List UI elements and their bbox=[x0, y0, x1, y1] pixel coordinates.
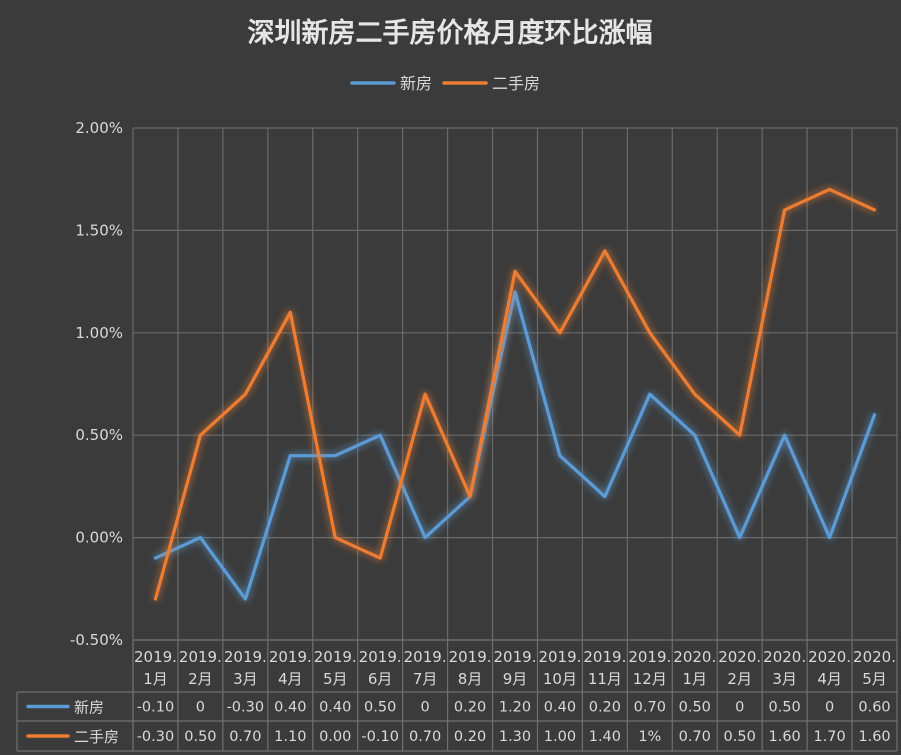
x-tick-label: 3月 bbox=[233, 670, 258, 688]
series-line-new-homes bbox=[153, 290, 877, 601]
x-tick-label: 2019. bbox=[449, 648, 492, 666]
data-label: 1.40 bbox=[589, 729, 621, 745]
x-tick-label: 2020. bbox=[718, 648, 761, 666]
data-label: 1.20 bbox=[499, 700, 531, 716]
data-label: 0.50 bbox=[364, 700, 396, 716]
data-label: 0.20 bbox=[454, 729, 486, 745]
data-label: 1.60 bbox=[768, 729, 800, 745]
data-label: 0.20 bbox=[589, 700, 621, 716]
x-tick-label: 2月 bbox=[727, 670, 752, 688]
y-tick-label: -0.50% bbox=[70, 631, 123, 649]
data-label: 0.50 bbox=[679, 700, 711, 716]
data-table: 2019. 1月 2019. 2月 2019. 3月 2019. 4月 2019. 5月 2019.… bbox=[16, 639, 898, 752]
y-axis: 2.00% 1.50% 1.00% 0.50% 0.00% -0.50% bbox=[70, 119, 123, 649]
data-label: 0 bbox=[735, 700, 744, 716]
data-label: 0.70 bbox=[679, 729, 711, 745]
x-tick-label: 7月 bbox=[413, 670, 438, 688]
x-tick-label: 2019. bbox=[359, 648, 402, 666]
data-label: 0.60 bbox=[858, 700, 890, 716]
x-tick-label: 2019. bbox=[314, 648, 357, 666]
data-label: 0 bbox=[196, 700, 205, 716]
data-label: 0.00 bbox=[319, 729, 351, 745]
chart-title: 深圳新房二手房价格月度环比涨幅 bbox=[248, 17, 653, 49]
x-tick-label: 2020. bbox=[853, 648, 896, 666]
x-tick-label: 2020. bbox=[673, 648, 716, 666]
data-label: -0.10 bbox=[361, 729, 399, 745]
x-tick-label: 2019. bbox=[224, 648, 267, 666]
x-tick-label: 2月 bbox=[188, 670, 213, 688]
x-tick-label: 12月 bbox=[633, 670, 667, 688]
y-tick-label: 1.00% bbox=[75, 324, 123, 342]
data-label: 1.00 bbox=[544, 729, 576, 745]
legend-label: 二手房 bbox=[492, 74, 540, 93]
data-label: 0 bbox=[825, 700, 834, 716]
x-tick-label: 5月 bbox=[862, 670, 887, 688]
table-series-label: 二手房 bbox=[74, 728, 119, 746]
data-label: 0.50 bbox=[768, 700, 800, 716]
x-tick-label: 1月 bbox=[682, 670, 707, 688]
x-tick-label: 10月 bbox=[543, 670, 577, 688]
series-lines bbox=[153, 187, 877, 601]
grid-lines bbox=[132, 127, 898, 641]
y-tick-label: 1.50% bbox=[75, 221, 123, 239]
x-tick-label: 2019. bbox=[494, 648, 537, 666]
x-tick-label: 2019. bbox=[269, 648, 312, 666]
x-tick-label: 1月 bbox=[143, 670, 168, 688]
data-label: -0.30 bbox=[137, 729, 175, 745]
series-line-resale-homes bbox=[153, 187, 877, 601]
x-tick-label: 4月 bbox=[278, 670, 303, 688]
y-tick-label: 0.00% bbox=[75, 529, 123, 547]
x-tick-label: 6月 bbox=[368, 670, 393, 688]
data-label: -0.30 bbox=[227, 700, 265, 716]
x-tick-label: 2019. bbox=[179, 648, 222, 666]
data-label: 0.40 bbox=[274, 700, 306, 716]
data-label: 0.70 bbox=[634, 700, 666, 716]
x-tick-label: 4月 bbox=[817, 670, 842, 688]
data-label: 0.40 bbox=[544, 700, 576, 716]
data-label: 0.50 bbox=[724, 729, 756, 745]
data-label: 0.40 bbox=[319, 700, 351, 716]
x-tick-label: 11月 bbox=[588, 670, 622, 688]
data-label: 0 bbox=[421, 700, 430, 716]
data-label: 0.70 bbox=[409, 729, 441, 745]
table-series-label: 新房 bbox=[74, 699, 104, 717]
data-label: 1.10 bbox=[274, 729, 306, 745]
data-label: 0.50 bbox=[184, 729, 216, 745]
x-tick-label: 2020. bbox=[808, 648, 851, 666]
y-tick-label: 2.00% bbox=[75, 119, 123, 137]
data-label: 1% bbox=[638, 729, 661, 745]
x-tick-label: 2019. bbox=[404, 648, 447, 666]
x-tick-label: 3月 bbox=[772, 670, 797, 688]
data-label: 1.60 bbox=[858, 729, 890, 745]
data-label: 0.20 bbox=[454, 700, 486, 716]
x-tick-label: 2019. bbox=[628, 648, 671, 666]
data-label: -0.10 bbox=[137, 700, 175, 716]
data-label: 0.70 bbox=[229, 729, 261, 745]
x-tick-label: 2019. bbox=[134, 648, 177, 666]
x-tick-label: 5月 bbox=[323, 670, 348, 688]
x-tick-label: 2020. bbox=[763, 648, 806, 666]
x-tick-label: 2019. bbox=[583, 648, 626, 666]
data-label: 1.70 bbox=[813, 729, 845, 745]
x-tick-label: 9月 bbox=[503, 670, 528, 688]
legend-label: 新房 bbox=[400, 74, 432, 93]
x-tick-label: 8月 bbox=[458, 670, 483, 688]
legend: 新房 二手房 bbox=[350, 74, 540, 93]
y-tick-label: 0.50% bbox=[75, 426, 123, 444]
x-tick-label: 2019. bbox=[538, 648, 581, 666]
data-label: 1.30 bbox=[499, 729, 531, 745]
